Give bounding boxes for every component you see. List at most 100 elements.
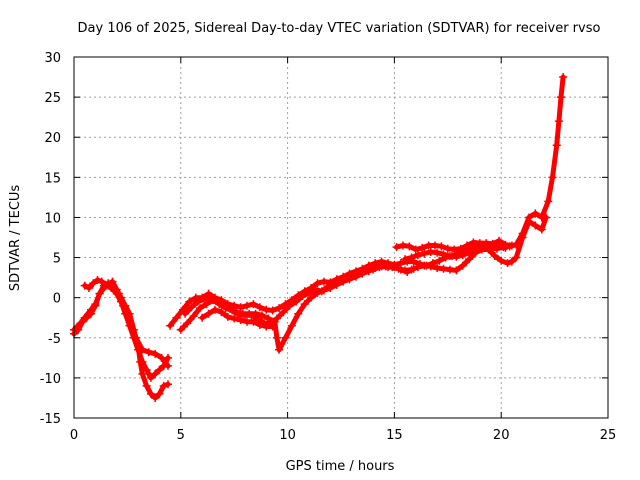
data-point xyxy=(91,300,100,309)
data-point xyxy=(151,369,160,378)
data-point xyxy=(401,255,410,264)
data-series xyxy=(70,73,568,402)
data-point xyxy=(450,245,459,254)
data-point xyxy=(435,256,444,265)
data-point xyxy=(163,361,172,370)
data-point xyxy=(426,247,435,256)
data-point xyxy=(84,284,93,293)
data-point xyxy=(281,333,290,342)
data-point xyxy=(204,309,213,318)
data-point xyxy=(255,303,264,312)
data-point xyxy=(138,369,147,378)
data-point xyxy=(326,284,335,293)
data-point xyxy=(552,141,561,150)
data-point xyxy=(262,305,271,314)
y-tick-label: 10 xyxy=(44,211,61,226)
data-point xyxy=(223,312,232,321)
data-point xyxy=(437,242,446,251)
data-point xyxy=(456,244,465,253)
data-point xyxy=(225,304,234,313)
data-point xyxy=(463,241,472,250)
data-point xyxy=(548,173,557,182)
data-point xyxy=(313,279,322,288)
data-point xyxy=(307,293,316,302)
series-track-d xyxy=(166,73,568,330)
data-point xyxy=(236,303,245,312)
data-point xyxy=(452,252,461,261)
x-tick-label: 0 xyxy=(70,428,78,443)
data-point xyxy=(377,262,386,271)
x-tick-label: 5 xyxy=(177,428,185,443)
data-point xyxy=(166,321,175,330)
data-point xyxy=(196,304,205,313)
data-point xyxy=(458,251,467,260)
data-point xyxy=(497,256,506,265)
y-tick-label: 0 xyxy=(53,292,61,307)
data-point xyxy=(531,209,540,218)
series-track-h xyxy=(392,236,523,254)
data-point xyxy=(268,322,277,331)
data-point xyxy=(97,277,106,286)
data-point xyxy=(426,262,435,271)
data-point xyxy=(255,320,264,329)
data-point xyxy=(319,277,328,286)
x-tick-label: 15 xyxy=(386,428,403,443)
data-point xyxy=(236,316,245,325)
data-point xyxy=(251,309,260,318)
series-track-f xyxy=(181,262,418,354)
data-point xyxy=(187,303,196,312)
data-point xyxy=(371,263,380,272)
data-point xyxy=(503,259,512,268)
data-point xyxy=(163,380,172,389)
data-point xyxy=(104,281,113,290)
data-point xyxy=(512,253,521,262)
data-point xyxy=(189,312,198,321)
data-point xyxy=(403,267,412,276)
data-point xyxy=(125,317,134,326)
x-tick-label: 25 xyxy=(600,428,617,443)
y-tick-label: -10 xyxy=(40,372,61,387)
y-tick-label: 25 xyxy=(44,91,61,106)
data-point xyxy=(114,289,123,298)
series-track-i xyxy=(401,240,510,264)
data-point xyxy=(157,353,166,362)
data-point xyxy=(469,238,478,247)
series-track-c xyxy=(80,276,172,370)
data-point xyxy=(458,261,467,270)
data-point xyxy=(501,243,510,252)
data-point xyxy=(497,242,506,251)
data-point xyxy=(390,263,399,272)
data-point xyxy=(249,300,258,309)
data-point xyxy=(392,243,401,252)
data-point xyxy=(268,306,277,315)
data-point xyxy=(413,251,422,260)
grid-lines xyxy=(74,57,608,418)
data-point xyxy=(108,277,117,286)
data-point xyxy=(272,333,281,342)
y-axis-label: SDTVAR / TECUs xyxy=(8,185,23,292)
data-point xyxy=(507,257,516,266)
data-point xyxy=(210,305,219,314)
data-point xyxy=(518,233,527,242)
data-point xyxy=(243,301,252,310)
data-point xyxy=(507,241,516,250)
data-point xyxy=(131,333,140,342)
data-point xyxy=(524,217,533,226)
series-trace xyxy=(71,279,171,401)
data-point xyxy=(76,319,85,328)
data-point xyxy=(264,314,273,323)
data-point xyxy=(439,264,448,273)
data-point xyxy=(155,365,164,374)
data-point xyxy=(217,308,226,317)
data-point xyxy=(202,300,211,309)
data-point xyxy=(249,317,258,326)
data-point xyxy=(407,253,416,262)
data-point xyxy=(213,296,222,305)
data-point xyxy=(433,248,442,257)
axis-ticks xyxy=(73,56,609,419)
data-point xyxy=(285,301,294,310)
data-point xyxy=(198,313,207,322)
data-point xyxy=(193,297,202,306)
series-trace xyxy=(82,277,171,369)
